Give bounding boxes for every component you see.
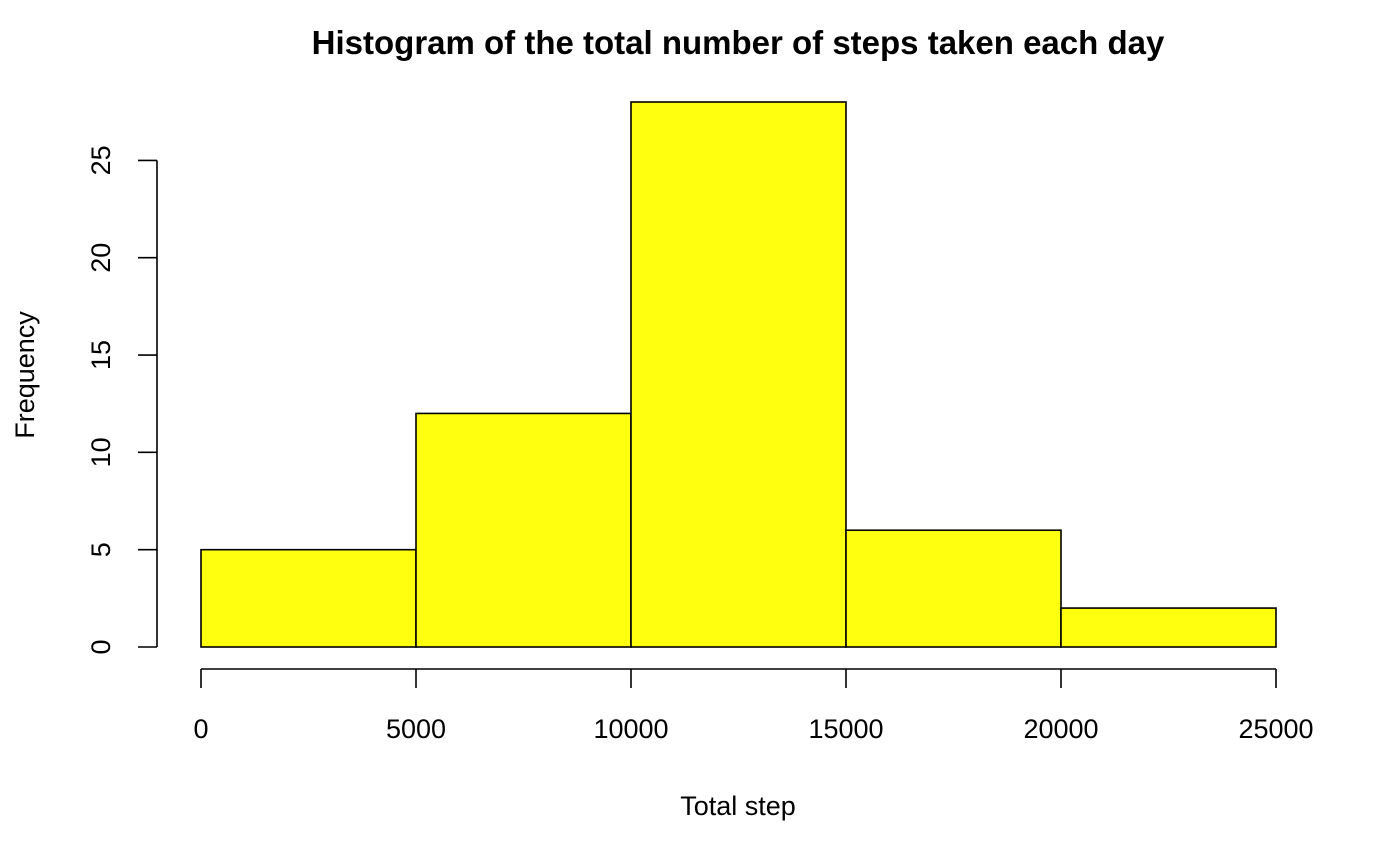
- histogram-bar: [415, 412, 632, 648]
- y-tick-label: 20: [86, 243, 116, 273]
- y-axis-label: Frequency: [10, 311, 40, 439]
- x-tick-label: 20000: [1023, 714, 1098, 744]
- y-tick-label: 5: [86, 542, 116, 557]
- x-tick-label: 10000: [593, 714, 668, 744]
- y-tick-label: 25: [86, 145, 116, 175]
- histogram-bar: [200, 548, 417, 648]
- x-tick-label: 0: [193, 714, 208, 744]
- x-tick-label: 15000: [808, 714, 883, 744]
- chart-title: Histogram of the total number of steps t…: [312, 24, 1165, 61]
- histogram-bar: [845, 529, 1062, 648]
- x-tick-label: 5000: [386, 714, 446, 744]
- histogram-bar: [630, 101, 847, 648]
- x-tick-label: 25000: [1238, 714, 1313, 744]
- y-axis: 0 5 10 15 20 25: [86, 145, 158, 655]
- x-axis-label: Total step: [680, 791, 796, 821]
- y-tick-label: 10: [86, 437, 116, 467]
- x-axis: 0 5000 10000 15000 20000 25000: [193, 668, 1314, 744]
- histogram-bar: [1060, 607, 1277, 648]
- y-tick-label: 15: [86, 340, 116, 370]
- bars-group: [200, 101, 1277, 648]
- y-tick-label: 0: [86, 639, 116, 654]
